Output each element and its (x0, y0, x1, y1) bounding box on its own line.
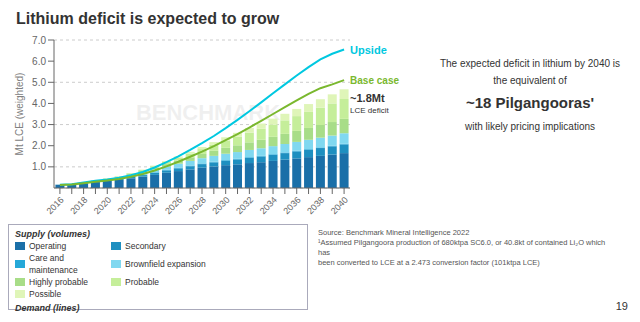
html-text:with likely pricing implicatio: with likely pricing implications (465, 121, 595, 132)
html-text:Probable: Probable (125, 277, 159, 287)
svg-text:1.0: 1.0 (32, 161, 46, 172)
svg-text:2026: 2026 (163, 195, 184, 216)
svg-text:5.0: 5.0 (32, 77, 46, 88)
svg-text:2040: 2040 (329, 195, 350, 216)
svg-text:2022: 2022 (116, 195, 137, 216)
svg-text:6.0: 6.0 (32, 56, 46, 67)
html-text:19: 19 (615, 300, 628, 312)
html-text:Supply (volumes): Supply (volumes) (15, 229, 90, 239)
html-text:Highly probable: Highly probable (29, 277, 89, 287)
svg-text:2038: 2038 (305, 195, 326, 216)
svg-text:2034: 2034 (258, 195, 279, 216)
html-text:Secondary: Secondary (125, 241, 166, 251)
svg-text:2024: 2024 (139, 195, 160, 216)
html-text:Operating: Operating (29, 241, 67, 251)
svg-text:Base case: Base case (350, 75, 399, 86)
html-text:Possible: Possible (29, 289, 62, 299)
svg-text:2030: 2030 (210, 195, 231, 216)
html-text:BENCHMARK: BENCHMARK (135, 100, 281, 125)
svg-text:2032: 2032 (234, 195, 255, 216)
svg-text:2016: 2016 (45, 195, 66, 216)
svg-text:4.0: 4.0 (32, 98, 46, 109)
svg-text:2028: 2028 (187, 195, 208, 216)
svg-text:~1.8Mt: ~1.8Mt (350, 92, 385, 104)
svg-text:LCE deficit: LCE deficit (350, 106, 389, 115)
html-text:The expected deficit in lithiu: The expected deficit in lithium by 2040 … (439, 58, 620, 69)
html-text:Demand (lines): Demand (lines) (15, 303, 80, 313)
svg-text:2018: 2018 (68, 195, 89, 216)
html-text:~18 Pilgangooras': ~18 Pilgangooras' (465, 94, 595, 111)
html-text:Brownfield expansion: Brownfield expansion (125, 259, 206, 269)
svg-text:Mt LCE (weighted): Mt LCE (weighted) (14, 73, 25, 156)
svg-text:2036: 2036 (281, 195, 302, 216)
html-text:Lithium deficit is expected to: Lithium deficit is expected to grow (16, 10, 280, 27)
svg-text:Upside: Upside (350, 44, 387, 56)
html-text:Source: Benchmark Mineral Inte: Source: Benchmark Mineral Intelligence 2… (318, 228, 606, 267)
svg-text:2020: 2020 (92, 195, 113, 216)
svg-text:3.0: 3.0 (32, 119, 46, 130)
html-text:the equivalent of: the equivalent of (493, 75, 567, 86)
svg-text:2.0: 2.0 (32, 140, 46, 151)
svg-text:7.0: 7.0 (32, 35, 46, 46)
html-text:Care and maintenance: Care and maintenance (29, 253, 78, 275)
